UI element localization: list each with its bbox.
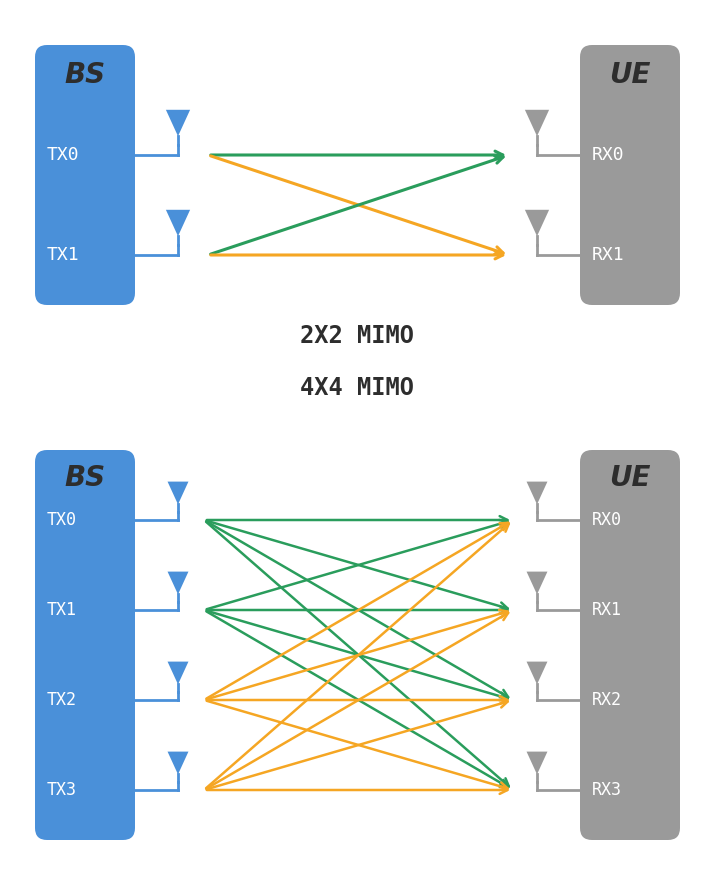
Polygon shape bbox=[167, 482, 189, 504]
Polygon shape bbox=[167, 571, 189, 595]
Text: BS: BS bbox=[64, 464, 106, 492]
Polygon shape bbox=[525, 110, 549, 136]
Polygon shape bbox=[166, 110, 190, 136]
Text: RX3: RX3 bbox=[592, 781, 622, 799]
Text: TX2: TX2 bbox=[47, 691, 77, 709]
Polygon shape bbox=[167, 662, 189, 684]
Text: RX1: RX1 bbox=[592, 601, 622, 619]
Text: TX0: TX0 bbox=[47, 511, 77, 529]
Text: TX3: TX3 bbox=[47, 781, 77, 799]
Text: 2X2 MIMO: 2X2 MIMO bbox=[300, 324, 414, 348]
Text: RX2: RX2 bbox=[592, 691, 622, 709]
Polygon shape bbox=[526, 662, 548, 684]
Text: UE: UE bbox=[609, 464, 651, 492]
Polygon shape bbox=[167, 751, 189, 774]
FancyBboxPatch shape bbox=[580, 45, 680, 305]
Polygon shape bbox=[526, 571, 548, 595]
Polygon shape bbox=[166, 210, 190, 237]
Text: TX1: TX1 bbox=[47, 246, 79, 264]
Text: 4X4 MIMO: 4X4 MIMO bbox=[300, 376, 414, 400]
Polygon shape bbox=[526, 751, 548, 774]
FancyBboxPatch shape bbox=[35, 450, 135, 840]
Text: RX0: RX0 bbox=[592, 511, 622, 529]
Text: UE: UE bbox=[609, 61, 651, 89]
Text: RX0: RX0 bbox=[592, 146, 625, 164]
Polygon shape bbox=[525, 210, 549, 237]
FancyBboxPatch shape bbox=[580, 450, 680, 840]
Text: TX1: TX1 bbox=[47, 601, 77, 619]
Text: TX0: TX0 bbox=[47, 146, 79, 164]
Polygon shape bbox=[526, 482, 548, 504]
Text: BS: BS bbox=[64, 61, 106, 89]
Text: RX1: RX1 bbox=[592, 246, 625, 264]
FancyBboxPatch shape bbox=[35, 45, 135, 305]
